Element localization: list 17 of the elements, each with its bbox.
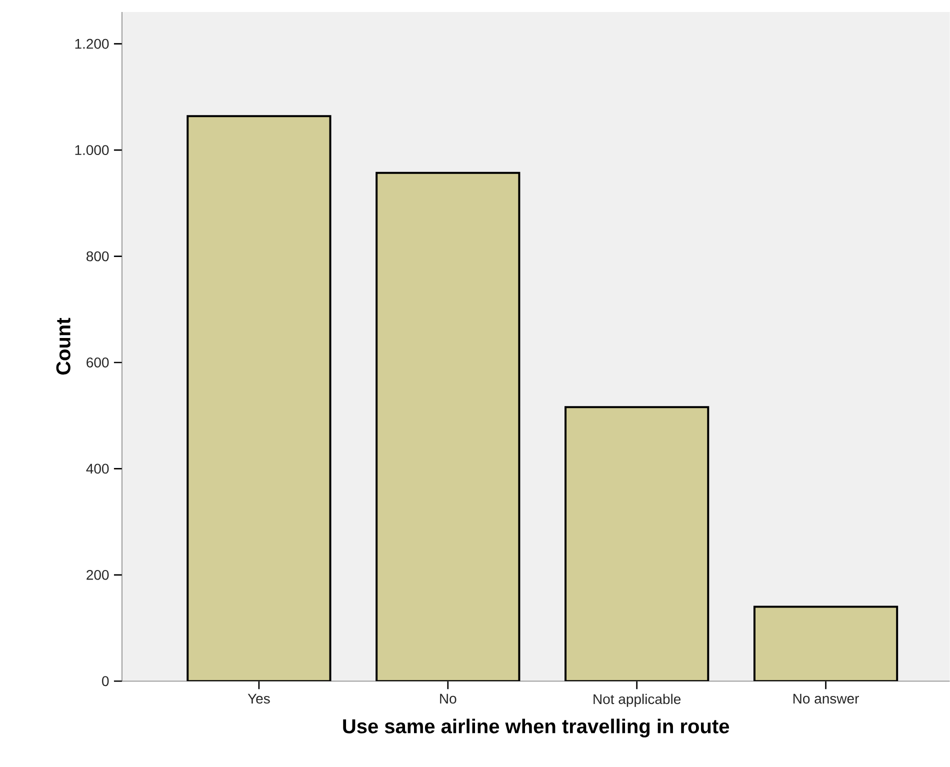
x-tick-label: No [440,694,456,704]
y-tick-label: 600 [86,358,109,368]
y-tick-label: 0 [102,676,109,686]
bar [186,115,332,682]
x-axis-title: Use same airline when travelling in route [343,718,730,738]
y-tick-label: 1.000 [75,145,109,156]
x-tick-label: Not applicable [594,694,681,707]
y-tick-label: 200 [86,570,109,580]
bar [753,606,898,682]
y-tick-label: 800 [86,251,109,262]
bar [376,172,520,682]
bar [564,406,710,682]
x-tick-label: Yes [248,694,270,704]
y-tick-label: 400 [86,464,109,474]
y-axis-title: Count [56,318,70,375]
x-tick-label: No answer [793,694,859,704]
y-tick-label: 1.200 [75,39,109,49]
